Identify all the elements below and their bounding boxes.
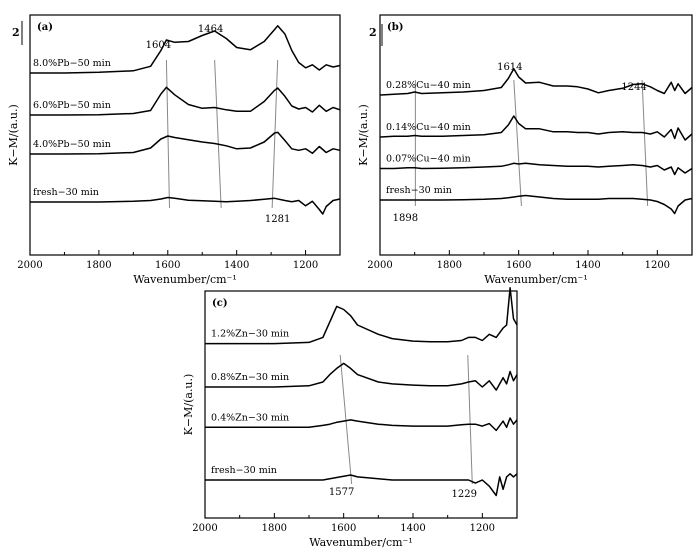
series-label: 0.4%Zn−30 min: [211, 412, 289, 423]
series-line: [380, 162, 693, 176]
series-line: [379, 115, 693, 141]
x-tick-label: 1800: [86, 260, 111, 271]
x-tick-label: 1800: [262, 523, 287, 534]
x-tick-label: 1200: [470, 523, 495, 534]
x-tick-label: 1600: [331, 523, 356, 534]
peak-annotation: 1464: [198, 24, 223, 35]
plot-frame: [29, 14, 341, 256]
series-label: 4.0%Pb−50 min: [33, 139, 111, 150]
plot-frame: [204, 290, 518, 519]
x-tick-label: 1400: [224, 260, 249, 271]
peak-guide-line: [513, 79, 522, 207]
peak-annotation: 1604: [146, 40, 171, 51]
peak-guide-line: [641, 79, 649, 207]
series-line: [379, 68, 693, 96]
series-line: [205, 473, 518, 497]
x-tick-label: 2000: [367, 260, 392, 271]
x-tick-label: 1600: [155, 260, 180, 271]
series-label: fresh−30 min: [386, 185, 452, 196]
x-tick-label: 2000: [17, 260, 42, 271]
scale-bar-label: 2: [12, 26, 20, 39]
x-tick-label: 1400: [575, 260, 600, 271]
series-label: fresh−30 min: [211, 465, 277, 476]
x-axis-label: Wavenumber/cm⁻¹: [309, 536, 413, 549]
series-line: [205, 362, 518, 391]
x-tick-label: 1600: [506, 260, 531, 271]
x-tick-label: 2000: [192, 523, 217, 534]
x-tick-label: 1400: [400, 523, 425, 534]
series-line: [205, 287, 518, 345]
y-axis-label: K−M/(a.u.): [182, 374, 195, 436]
x-axis-label: Wavenumber/cm⁻¹: [133, 273, 237, 286]
series-label: fresh−30 min: [33, 187, 99, 198]
peak-annotation: 1244: [621, 82, 646, 93]
series-label: 0.07%Cu−40 min: [386, 154, 471, 165]
x-tick-label: 1800: [437, 260, 462, 271]
series-line: [30, 86, 341, 116]
plot-frame: [379, 14, 693, 256]
x-tick-label: 1200: [645, 260, 670, 271]
chart-panel-1: 2000 1800 1600 1400 1200 Wavenumber/cm⁻¹ K−M/(…: [357, 14, 693, 286]
series-line: [30, 131, 341, 155]
chart-panel-2: 2000 1800 1600 1400 1200 Wavenumber/cm⁻¹ K−M/(…: [182, 287, 518, 549]
peak-guide-line: [214, 59, 222, 209]
scale-bar-label: 2: [369, 26, 377, 39]
x-tick-label: 1200: [293, 260, 318, 271]
series-label: 6.0%Pb−50 min: [33, 100, 111, 111]
peak-guide-line: [467, 354, 473, 485]
x-axis-label: Wavenumber/cm⁻¹: [484, 273, 588, 286]
series-label: 0.14%Cu−40 min: [386, 122, 471, 133]
series-label: 1.2%Zn−30 min: [211, 329, 289, 340]
y-axis-label: K−M/(a.u.): [357, 104, 370, 166]
peak-annotation: 1614: [497, 62, 522, 73]
peak-guide-line: [271, 59, 279, 209]
panel-label: (b): [387, 22, 403, 33]
panel-label: (a): [37, 22, 53, 33]
peak-annotation: 1898: [393, 213, 418, 224]
series-line: [30, 25, 341, 74]
chart-panel-0: 2000 1800 1600 1400 1200 Wavenumber/cm⁻¹ K−M/(…: [7, 14, 341, 286]
peak-annotation: 1281: [265, 214, 290, 225]
series-label: 0.28%Cu−40 min: [386, 80, 471, 91]
series-line: [30, 196, 341, 215]
series-line: [380, 194, 693, 215]
y-axis-label: K−M/(a.u.): [7, 104, 20, 166]
series-line: [205, 417, 518, 432]
peak-guide-line: [165, 59, 170, 209]
panel-label: (c): [212, 298, 228, 309]
peak-annotation: 1577: [329, 487, 354, 498]
series-label: 0.8%Zn−30 min: [211, 372, 289, 383]
peak-annotation: 1229: [452, 489, 477, 500]
series-label: 8.0%Pb−50 min: [33, 58, 111, 69]
peak-guide-line: [339, 354, 353, 485]
